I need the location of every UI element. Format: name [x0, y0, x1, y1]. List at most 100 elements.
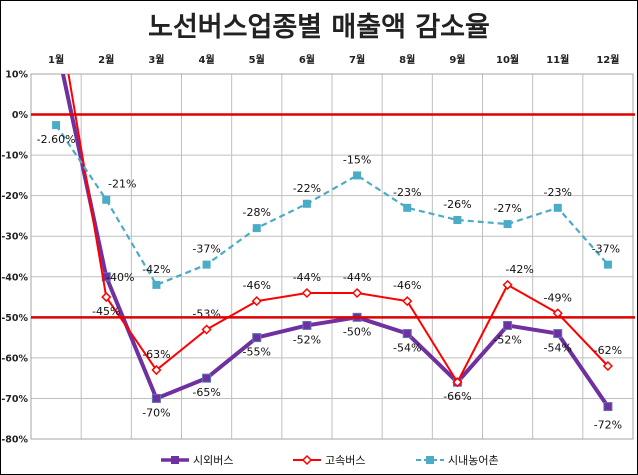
data-label: -49% — [544, 291, 572, 304]
data-point — [301, 287, 312, 299]
data-point — [453, 216, 462, 224]
data-point — [402, 329, 412, 339]
axis-labels: 10% 0% -10% -20% -30% -40% -50% -60% -70% -80% 1월 2… — [1, 54, 619, 446]
data-point — [352, 287, 363, 299]
data-label: -50% — [343, 325, 371, 338]
data-label: -28% — [243, 206, 271, 219]
legend-marker — [301, 454, 313, 466]
data-label: -70% — [142, 406, 170, 419]
y-tick-label: -60% — [1, 353, 28, 364]
series-line — [60, 74, 610, 408]
legend-marker — [426, 456, 434, 464]
data-label: -26% — [443, 198, 471, 211]
data-label: -44% — [343, 271, 371, 284]
data-label: -63% — [142, 348, 170, 361]
data-label: -52% — [293, 333, 321, 346]
data-point — [503, 320, 513, 330]
data-point — [252, 224, 261, 233]
data-label: -46% — [393, 279, 421, 292]
x-tick-label: 1월 — [48, 54, 64, 66]
data-label: -62% — [594, 344, 622, 357]
y-tick-label: -10% — [1, 151, 28, 162]
reference-lines — [31, 113, 635, 319]
data-label: -22% — [293, 182, 321, 195]
data-label: -42% — [142, 263, 170, 276]
data-point — [102, 195, 111, 204]
plot-area — [30, 73, 634, 440]
data-point — [302, 199, 311, 208]
data-point — [251, 296, 262, 307]
data-label: -27% — [493, 202, 521, 215]
data-label: -55% — [243, 346, 271, 359]
grid-layer — [30, 73, 634, 440]
x-tick-label: 10월 — [496, 54, 519, 66]
x-tick-label: 3월 — [148, 54, 164, 66]
data-point — [603, 402, 613, 412]
x-tick-label: 11월 — [546, 54, 569, 66]
series-line — [67, 74, 609, 384]
x-tick-label: 4월 — [198, 54, 214, 66]
data-label: -44% — [293, 271, 321, 284]
data-point — [151, 393, 161, 403]
data-point — [602, 360, 613, 372]
data-label: -42% — [505, 263, 533, 276]
y-tick-label: 10% — [5, 70, 28, 81]
data-label: -37% — [592, 243, 620, 256]
x-tick-label: 6월 — [299, 54, 315, 66]
data-label: -65% — [192, 386, 220, 399]
legend: 시외버스 고속버스 시내농어촌 — [161, 454, 499, 467]
legend-label: 고속버스 — [325, 454, 365, 467]
x-tick-label: 12월 — [596, 54, 619, 66]
y-tick-label: -80% — [1, 435, 28, 446]
data-label: -45% — [92, 305, 120, 318]
data-point — [603, 260, 612, 269]
x-tick-label: 2월 — [98, 54, 114, 66]
data-point — [403, 203, 412, 212]
data-point — [302, 320, 312, 330]
data-label: -54% — [544, 342, 572, 355]
data-label: -66% — [443, 390, 471, 403]
data-label: -15% — [343, 153, 371, 166]
data-label: -23% — [393, 186, 421, 199]
data-label: -23% — [544, 186, 572, 199]
data-point — [502, 279, 513, 290]
y-tick-label: 0% — [12, 110, 29, 121]
y-tick-label: -50% — [1, 313, 28, 324]
x-tick-label: 5월 — [249, 54, 265, 66]
data-point — [202, 373, 212, 383]
x-tick-label: 7월 — [349, 54, 365, 66]
data-point — [402, 296, 413, 307]
data-point — [151, 364, 162, 376]
y-tick-label: -30% — [1, 232, 28, 243]
data-point — [553, 329, 563, 339]
data-point — [553, 203, 562, 212]
data-label: -54% — [393, 342, 421, 355]
data-label: -52% — [493, 333, 521, 346]
data-point — [101, 291, 112, 303]
legend-label: 시외버스 — [193, 454, 233, 467]
data-label: -46% — [243, 279, 271, 292]
legend-label: 시내농어촌 — [448, 454, 499, 467]
data-point — [202, 260, 211, 269]
data-point — [252, 333, 262, 343]
y-tick-label: -40% — [1, 272, 28, 283]
data-point — [152, 280, 161, 289]
data-label: -40% — [106, 271, 134, 284]
y-tick-label: -70% — [1, 394, 28, 405]
data-label: -72% — [594, 419, 622, 432]
data-label: -37% — [192, 243, 220, 256]
data-point — [353, 171, 362, 180]
x-tick-label: 8월 — [399, 54, 415, 66]
y-tick-label: -20% — [1, 191, 28, 202]
data-point — [201, 324, 212, 335]
x-tick-label: 9월 — [449, 54, 465, 66]
data-point — [503, 220, 512, 229]
data-point — [52, 121, 61, 130]
series-line — [55, 124, 609, 286]
data-label: -21% — [108, 178, 136, 191]
chart-title: 노선버스업종별 매출액 감소율 — [148, 12, 490, 43]
legend-marker — [171, 456, 179, 464]
series-layer — [52, 74, 613, 412]
